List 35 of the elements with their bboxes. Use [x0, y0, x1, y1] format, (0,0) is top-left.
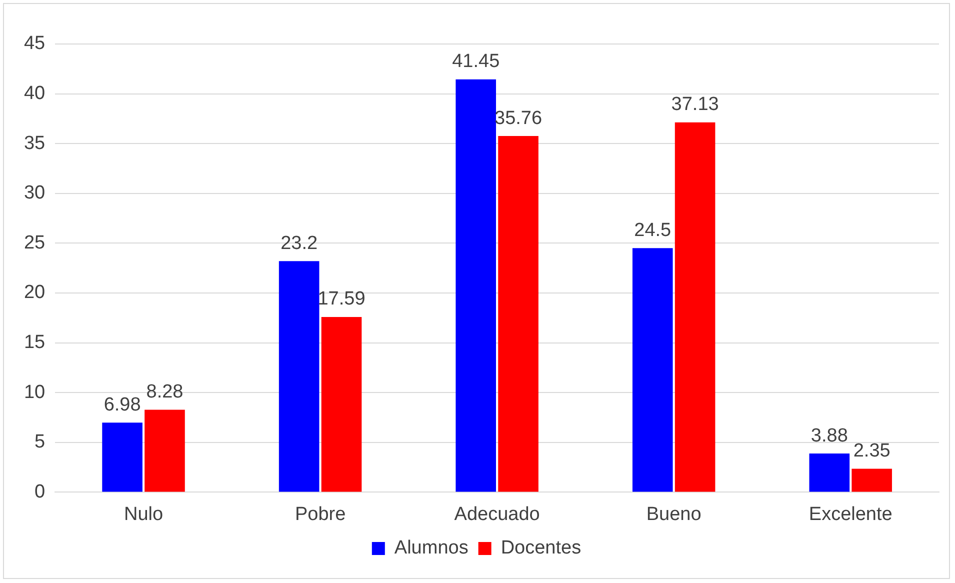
legend-label: Docentes — [500, 538, 582, 559]
bar — [632, 248, 673, 492]
bar — [278, 261, 320, 492]
x-tick-label: Excelente — [808, 504, 892, 525]
bar — [809, 454, 850, 492]
data-label: 37.13 — [671, 94, 719, 116]
y-tick-label: 30 — [24, 182, 46, 204]
bar — [498, 136, 538, 492]
data-label: 8.28 — [146, 381, 184, 402]
data-label: 6.98 — [104, 394, 141, 416]
y-tick-label: 5 — [34, 432, 46, 453]
data-label: 2.35 — [853, 440, 890, 462]
legend-label: Alumnos — [394, 538, 468, 559]
y-tick-label: 10 — [24, 382, 46, 403]
y-tick-label: 25 — [24, 232, 46, 254]
x-tick-label: Pobre — [294, 504, 346, 525]
bar — [674, 122, 716, 492]
y-tick-label: 45 — [24, 33, 46, 54]
bar — [456, 79, 496, 492]
y-tick-label: 40 — [24, 83, 46, 104]
data-label: 3.88 — [810, 425, 848, 446]
y-tick-label: 15 — [24, 332, 46, 354]
bar — [144, 410, 185, 492]
data-label: 24.5 — [634, 220, 672, 241]
y-tick-label: 0 — [34, 481, 46, 502]
bar — [852, 468, 892, 492]
x-tick-label: Adecuado — [454, 504, 540, 525]
x-tick-label: Bueno — [646, 504, 702, 525]
x-tick-label: Nulo — [124, 504, 164, 525]
data-label: 41.45 — [452, 51, 500, 72]
bar — [102, 422, 142, 492]
bar — [321, 317, 362, 492]
y-tick-label: 20 — [24, 282, 46, 304]
y-tick-label: 35 — [24, 132, 46, 154]
data-label: 23.2 — [280, 232, 318, 254]
